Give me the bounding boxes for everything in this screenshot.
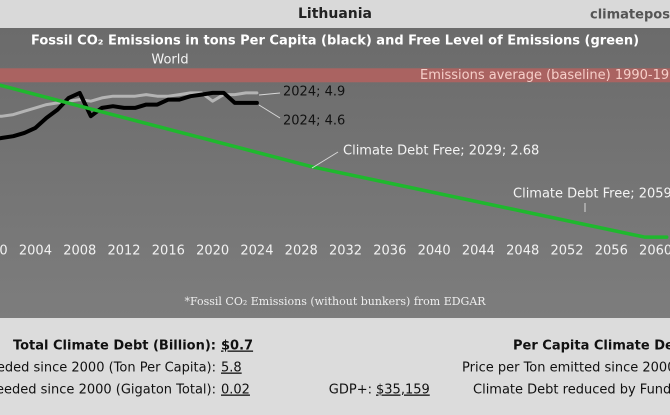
series-line: [0, 91, 259, 118]
footnote: *Fossil CO₂ Emissions (without bunkers) …: [184, 295, 486, 308]
summary-label: Price per Ton emitted since 2000: [462, 361, 670, 376]
series-line: [0, 90, 259, 141]
annotation: 2024; 4.6: [283, 114, 345, 129]
baseline-label: Emissions average (baseline) 1990-1999; …: [420, 68, 670, 83]
summary-title: Per Capita Climate Deb: [513, 339, 670, 354]
x-tick-label: 2012: [107, 244, 140, 259]
annotation-leader: [258, 104, 281, 119]
legend-label: World: [151, 53, 188, 68]
summary-value: 5.8: [221, 361, 242, 376]
x-tick-label: 2052: [550, 244, 583, 259]
series-line: [0, 83, 669, 239]
annotation: Climate Debt Free; 2029; 2.68: [343, 144, 539, 159]
summary-label: eeded since 2000 (Gigaton Total):: [0, 383, 216, 398]
summary-bg: [0, 318, 670, 415]
x-tick-label: 2056: [595, 244, 628, 259]
x-tick-label: 2044: [462, 244, 495, 259]
summary-value: $35,159: [376, 383, 430, 398]
x-tick-label: 2024: [240, 244, 273, 259]
subtitle: Fossil CO₂ Emissions in tons Per Capita …: [31, 34, 639, 49]
summary-label: Total Climate Debt (Billion):: [13, 339, 216, 354]
annotation: Climate Debt Free; 2059: [513, 187, 670, 202]
baseline-band: [0, 68, 670, 83]
annotation-leader: [258, 92, 281, 96]
x-tick-label: 2036: [373, 244, 406, 259]
x-tick-label: 2048: [506, 244, 539, 259]
x-tick-label: 2004: [19, 244, 52, 259]
x-tick-label: 2000: [0, 244, 8, 259]
x-tick-label: 2016: [152, 244, 185, 259]
x-tick-label: 2028: [285, 244, 318, 259]
x-tick-label: 2040: [418, 244, 451, 259]
summary-value: 0.02: [221, 383, 250, 398]
summary-label: GDP+:: [329, 383, 372, 398]
x-tick-label: 2008: [63, 244, 96, 259]
title: Lithuania: [298, 6, 372, 22]
annotation-leader: [311, 151, 339, 169]
x-tick-label: 2020: [196, 244, 229, 259]
annotation: 2024; 4.9: [283, 85, 345, 100]
summary-label: eeded since 2000 (Ton Per Capita):: [0, 361, 216, 376]
x-tick-label: 2060: [639, 244, 670, 259]
site-name: climatepositi: [590, 8, 670, 23]
x-tick-label: 2032: [329, 244, 362, 259]
header-bg: [0, 0, 670, 28]
plot: Emissions average (baseline) 1990-1999; …: [0, 53, 670, 259]
summary-label: Climate Debt reduced by Funds: [473, 383, 670, 398]
summary-value: $0.7: [221, 339, 253, 354]
